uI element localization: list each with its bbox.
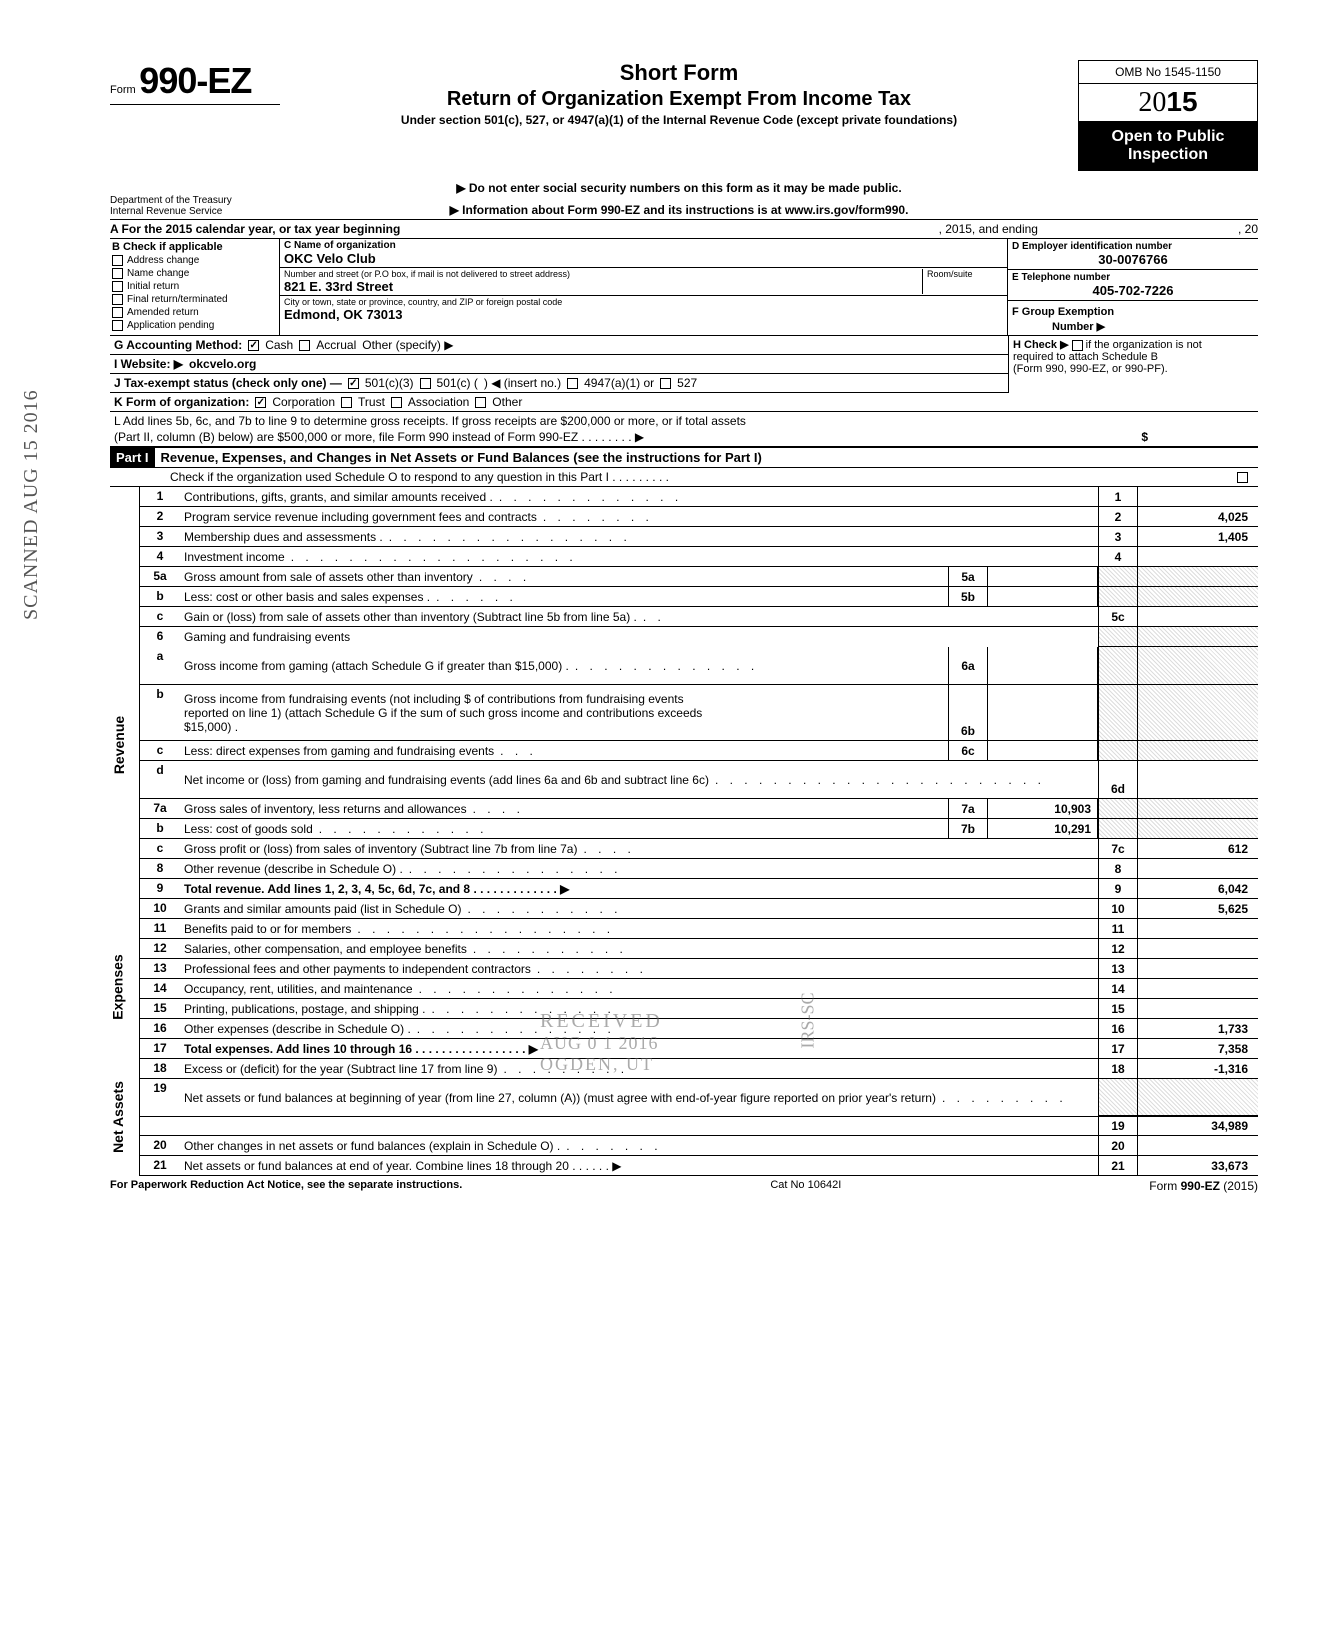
form-header: Form 990-EZ Short Form Return of Organiz… [110,60,1258,171]
netassets-table: Net Assets 18Excess or (deficit) for the… [110,1059,1258,1176]
line16-value: 1,733 [1138,1019,1258,1038]
irs-sc-stamp: IRS-SC [798,992,819,1048]
cb-amended[interactable] [112,307,123,318]
cb-name-change[interactable] [112,268,123,279]
year-suffix: 15 [1166,86,1197,117]
website-value: okcvelo.org [189,357,256,371]
e-label: E Telephone number [1012,272,1254,283]
footer: For Paperwork Reduction Act Notice, see … [110,1179,1258,1193]
cb-other-org[interactable] [475,397,486,408]
cb-4947[interactable] [567,378,578,389]
cb-527[interactable] [660,378,671,389]
footer-right: Form 990-EZ (2015) [1149,1179,1258,1193]
k-label: K Form of organization: [114,395,249,409]
line7c-value: 612 [1138,839,1258,858]
l-line2: (Part II, column (B) below) are $500,000… [114,430,644,444]
cb-accrual[interactable] [299,340,310,351]
col-b: B Check if applicable Address change Nam… [110,239,280,335]
ein-value: 30-0076766 [1012,252,1254,267]
footer-mid: Cat No 10642I [770,1179,841,1193]
col-b-header: B Check if applicable [112,241,277,253]
side-netassets: Net Assets [110,1081,126,1153]
block-bcdef: B Check if applicable Address change Nam… [110,239,1258,336]
cb-final-return[interactable] [112,294,123,305]
line21-value: 33,673 [1138,1156,1258,1175]
l-line1: L Add lines 5b, 6c, and 7b to line 9 to … [114,414,746,428]
line19-value: 34,989 [1138,1116,1258,1135]
l-dollar: $ [1141,430,1148,444]
f-label2: Number ▶ [1012,321,1105,333]
line17-value: 7,358 [1138,1039,1258,1058]
dept-center: ▶ Do not enter social security numbers o… [280,173,1078,217]
c-city-label: City or town, state or province, country… [284,297,1003,307]
cb-corp[interactable] [255,397,266,408]
cb-initial-return[interactable] [112,281,123,292]
f-label: F Group Exemption [1012,306,1114,318]
part-1-sub: Check if the organization used Schedule … [110,468,1258,487]
part-1-tag: Part I [110,448,155,467]
cb-address-change[interactable] [112,255,123,266]
col-def: D Employer identification number 30-0076… [1008,239,1258,335]
line10-value: 5,625 [1138,899,1258,918]
i-label: I Website: ▶ [114,357,183,371]
c-street-label: Number and street (or P.O box, if mail i… [284,269,922,279]
line7b-value: 10,291 [988,819,1098,838]
line2-value: 4,025 [1138,507,1258,526]
title-box: Short Form Return of Organization Exempt… [290,60,1068,127]
form-number-box: Form 990-EZ [110,60,280,105]
form-prefix: Form [110,84,136,96]
tax-year: 2015 [1078,84,1258,122]
revenue-table: Revenue 1Contributions, gifts, grants, a… [110,487,1258,899]
col-cdef: C Name of organization OKC Velo Club Num… [280,239,1258,335]
row-a-label: A For the 2015 calendar year, or tax yea… [110,222,400,236]
line9-value: 6,042 [1138,879,1258,898]
org-name: OKC Velo Club [284,251,1003,266]
d-label: D Employer identification number [1012,241,1254,252]
dept-text: Department of the Treasury Internal Reve… [110,195,280,217]
cb-assoc[interactable] [391,397,402,408]
cb-h[interactable] [1072,340,1083,351]
side-revenue: Revenue [111,716,127,774]
row-a-end: , 20 [1238,222,1258,236]
arrow-line-2: ▶ Information about Form 990-EZ and its … [280,203,1078,217]
cb-cash[interactable] [248,340,259,351]
org-city: Edmond, OK 73013 [284,307,1003,322]
g-label: G Accounting Method: [114,338,242,352]
org-street: 821 E. 33rd Street [284,279,922,294]
arrow-line-1: ▶ Do not enter social security numbers o… [280,181,1078,195]
cb-schedule-o[interactable] [1237,472,1248,483]
row-a-mid: , 2015, and ending [939,222,1038,236]
open-to-public: Open to Public Inspection [1078,122,1258,171]
short-form-title: Short Form [290,60,1068,86]
sub-title: Under section 501(c), 527, or 4947(a)(1)… [290,113,1068,127]
side-expenses: Expenses [110,954,126,1019]
c-name-label: C Name of organization [284,240,1003,251]
expenses-table: Expenses 10Grants and similar amounts pa… [110,899,1258,1059]
footer-left: For Paperwork Reduction Act Notice, see … [110,1179,462,1193]
line3-value: 1,405 [1138,527,1258,546]
col-c: C Name of organization OKC Velo Club Num… [280,239,1008,335]
line7a-value: 10,903 [988,799,1098,818]
gh-block: G Accounting Method: Cash Accrual Other … [110,336,1258,393]
received-stamp: RECEIVED AUG 0 1 2016 OGDEN, UT [540,1010,663,1075]
main-title: Return of Organization Exempt From Incom… [290,88,1068,111]
cb-501c[interactable] [420,378,431,389]
room-label: Room/suite [927,269,1003,279]
form-number: 990-EZ [139,60,251,101]
scanned-stamp: SCANNED AUG 15 2016 [20,389,43,620]
part-1-header: Part I Revenue, Expenses, and Changes in… [110,447,1258,468]
year-prefix: 20 [1138,87,1166,118]
cb-501c3[interactable] [348,378,359,389]
row-a: A For the 2015 calendar year, or tax yea… [110,220,1258,239]
omb-column: OMB No 1545-1150 2015 Open to Public Ins… [1078,60,1258,171]
line18-value: -1,316 [1138,1059,1258,1078]
phone-value: 405-702-7226 [1012,283,1254,298]
dept-row: Department of the Treasury Internal Reve… [110,173,1258,220]
j-label: J Tax-exempt status (check only one) — [114,376,342,390]
omb-number: OMB No 1545-1150 [1078,60,1258,84]
h-box: H Check ▶ if the organization is not req… [1008,336,1258,393]
cb-trust[interactable] [341,397,352,408]
cb-app-pending[interactable] [112,320,123,331]
part-1-title: Revenue, Expenses, and Changes in Net As… [155,450,762,465]
